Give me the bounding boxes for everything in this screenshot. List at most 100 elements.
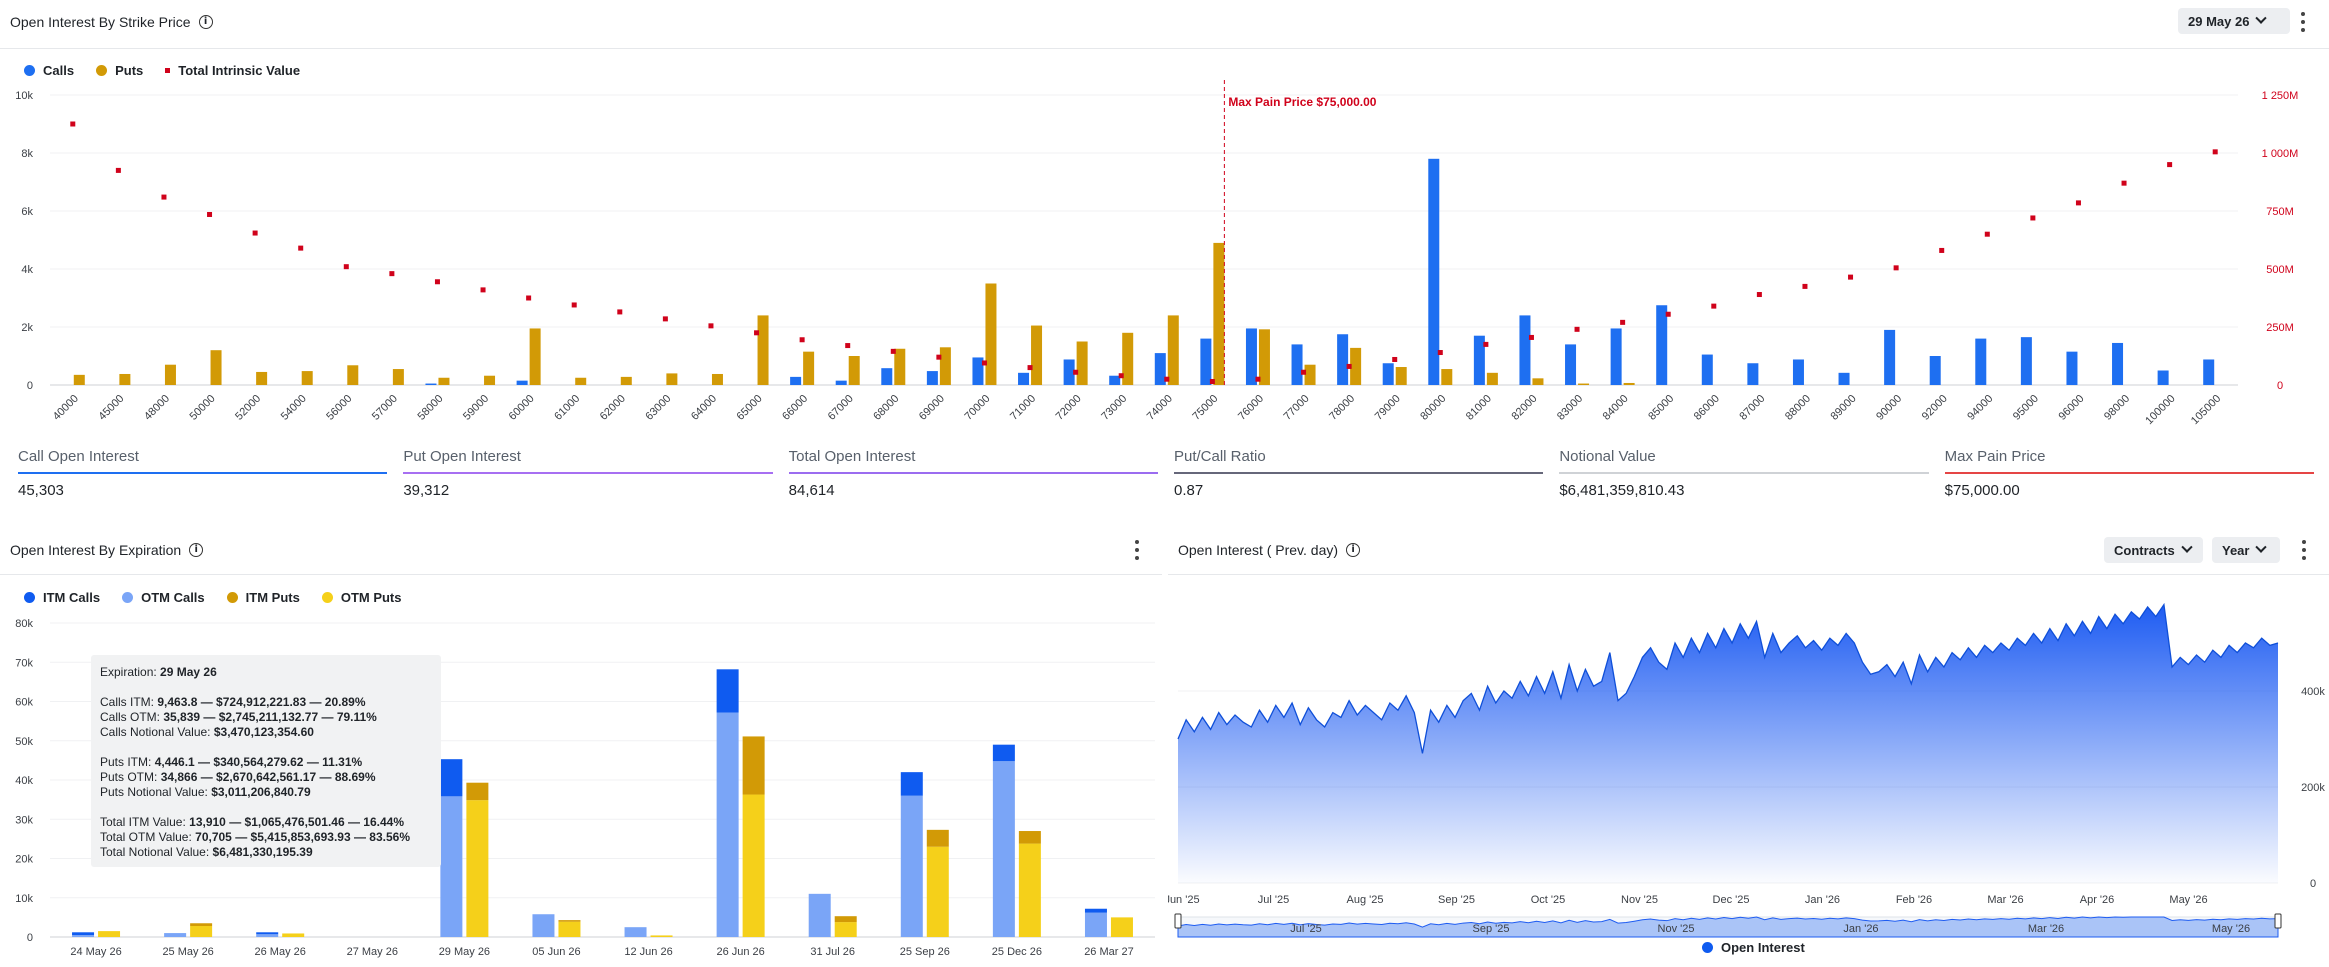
x-tick-strike: 88000 — [1783, 393, 1813, 423]
intrinsic-point — [1255, 376, 1261, 382]
bar-otm-calls — [900, 795, 923, 937]
bar-otm-puts — [1110, 917, 1133, 937]
y-tick: 20k — [15, 854, 33, 866]
x-tick-strike: 71000 — [1008, 393, 1038, 423]
bar-call — [1382, 363, 1394, 385]
navigator-tick: Sep '25 — [1473, 923, 1510, 935]
x-tick-strike: 78000 — [1327, 393, 1357, 423]
tooltip-value: 4,446.1 — $340,564,279.62 — 11.31% — [154, 755, 363, 769]
otm-calls-dot-icon — [122, 592, 134, 603]
more-options-icon[interactable] — [2301, 540, 2307, 560]
x-tick-strike: 66000 — [780, 393, 810, 423]
info-icon[interactable]: i — [198, 15, 213, 29]
tooltip-puts-otm: Puts OTM: 34,866 — $2,670,642,561.17 — 8… — [100, 770, 432, 785]
legend-calls[interactable]: Calls — [24, 63, 74, 78]
intrinsic-point — [70, 121, 76, 127]
stat-value: 45,303 — [18, 482, 64, 499]
bar-itm-calls — [716, 669, 739, 713]
x-tick-strike: 89000 — [1829, 393, 1859, 423]
bar-call — [1747, 363, 1759, 385]
x-tick-month: Jul '25 — [1258, 894, 1289, 906]
x-tick-strike: 96000 — [2056, 393, 2086, 423]
intrinsic-point — [1665, 311, 1671, 317]
bar-call — [2020, 337, 2032, 385]
intrinsic-point — [343, 264, 349, 270]
x-tick-strike: 52000 — [233, 393, 263, 423]
legend-open-interest-label: Open Interest — [1721, 940, 1805, 955]
bar-put — [1304, 364, 1316, 385]
legend-puts[interactable]: Puts — [96, 63, 143, 78]
bar-put — [757, 315, 769, 385]
bar-put — [529, 328, 541, 385]
info-icon[interactable]: i — [1346, 543, 1361, 557]
bar-call — [835, 380, 847, 385]
intrinsic-point — [1756, 292, 1762, 298]
tooltip-label: Total Notional Value: — [100, 845, 210, 859]
y-tick: 400k — [2301, 686, 2325, 698]
bar-put — [1532, 378, 1544, 385]
y-tick-left: 8k — [21, 148, 33, 160]
intrinsic-point — [1620, 319, 1626, 325]
x-tick-strike: 54000 — [279, 393, 309, 423]
more-options-icon[interactable] — [2300, 12, 2306, 32]
legend-itm-calls[interactable]: ITM Calls — [24, 590, 100, 605]
bar-put — [1486, 372, 1498, 385]
x-tick-strike: 82000 — [1509, 393, 1539, 423]
x-tick-month: Aug '25 — [1347, 894, 1384, 906]
strike-legend: Calls Puts Total Intrinsic Value — [24, 63, 300, 78]
legend-itm-puts-label: ITM Puts — [245, 590, 300, 605]
legend-intrinsic-label: Total Intrinsic Value — [178, 63, 301, 78]
intrinsic-point — [1984, 231, 1990, 237]
bar-otm-calls — [624, 927, 647, 937]
bar-put — [301, 371, 313, 385]
stat-label: Notional Value — [1559, 448, 1929, 474]
x-tick-strike: 56000 — [324, 393, 354, 423]
calls-dot-icon — [24, 65, 35, 76]
x-tick-strike: 48000 — [142, 393, 172, 423]
x-tick-strike: 94000 — [1965, 393, 1995, 423]
legend-calls-label: Calls — [43, 63, 75, 78]
legend-otm-calls[interactable]: OTM Calls — [122, 590, 205, 605]
bar-call — [1154, 353, 1166, 385]
contracts-select[interactable]: Contracts — [2104, 537, 2203, 563]
legend-otm-puts[interactable]: OTM Puts — [321, 590, 402, 605]
legend-intrinsic[interactable]: Total Intrinsic Value — [165, 63, 300, 78]
bar-otm-calls — [1084, 912, 1107, 937]
prev-day-panel-title: Open Interest ( Prev. day) — [1178, 542, 1339, 558]
stat-put-oi: Put Open Interest 39,312 — [403, 448, 773, 499]
x-tick-strike: 100000 — [2143, 393, 2177, 427]
bar-put — [848, 356, 860, 385]
intrinsic-point — [1209, 379, 1215, 385]
x-tick-strike: 50000 — [188, 393, 218, 423]
contracts-select-value: Contracts — [2114, 542, 2175, 558]
expiry-date-select[interactable]: 29 May 26 — [2178, 8, 2290, 34]
navigator-handle-left[interactable] — [1174, 913, 1182, 929]
legend-itm-puts[interactable]: ITM Puts — [226, 590, 300, 605]
expiration-panel-title: Open Interest By Expiration — [10, 542, 182, 558]
navigator-handle-right[interactable] — [2274, 913, 2282, 929]
area-line — [1177, 602, 2279, 754]
stat-put-call-ratio: Put/Call Ratio 0.87 — [1173, 448, 1544, 499]
tooltip-value: $3,011,206,840.79 — [211, 785, 311, 799]
bar-otm-puts — [558, 921, 581, 937]
info-icon[interactable]: i — [189, 543, 204, 557]
legend-open-interest[interactable]: Open Interest — [1702, 940, 1805, 955]
intrinsic-point — [207, 211, 213, 217]
bar-put — [575, 377, 587, 385]
tooltip-value: 29 May 26 — [160, 665, 217, 679]
tooltip-total-notional: Total Notional Value: $6,481,330,195.39 — [100, 845, 432, 860]
y-tick: 10k — [15, 893, 33, 905]
x-tick-expiration: 31 Jul 26 — [810, 946, 855, 958]
more-options-icon[interactable] — [1134, 540, 1140, 560]
tooltip-puts-itm: Puts ITM: 4,446.1 — $340,564,279.62 — 11… — [100, 755, 432, 770]
navigator-area — [1177, 916, 2279, 938]
x-tick-month: Mar '26 — [1987, 894, 2023, 906]
expiration-legend: ITM Calls OTM Calls ITM Puts OTM Puts — [24, 590, 402, 605]
tooltip-label: Puts OTM: — [100, 770, 158, 784]
x-tick-month: Sep '25 — [1438, 894, 1475, 906]
x-tick-month: Nov '25 — [1621, 894, 1658, 906]
bar-call — [881, 368, 893, 385]
period-select[interactable]: Year — [2212, 537, 2280, 563]
intrinsic-point — [1118, 373, 1124, 379]
stat-notional: Notional Value $6,481,359,810.43 — [1559, 448, 1929, 499]
